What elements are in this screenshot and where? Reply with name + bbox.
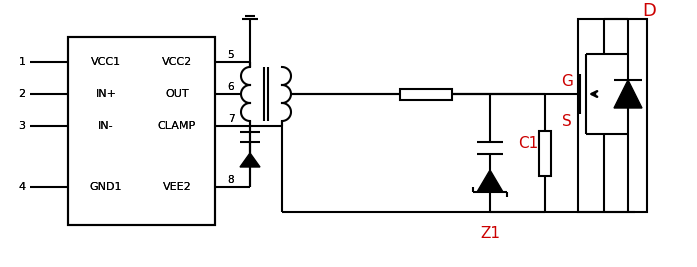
Text: VCC1: VCC1 bbox=[91, 57, 121, 67]
Polygon shape bbox=[477, 170, 503, 192]
Text: 7: 7 bbox=[228, 114, 234, 124]
Text: GND1: GND1 bbox=[90, 182, 122, 192]
Text: G: G bbox=[561, 74, 573, 89]
Bar bbox=[68, 37, 215, 225]
Text: VEE2: VEE2 bbox=[162, 182, 192, 192]
Text: 2: 2 bbox=[18, 89, 26, 99]
Text: 6: 6 bbox=[228, 82, 234, 92]
Text: D: D bbox=[642, 2, 656, 20]
Text: 4: 4 bbox=[18, 182, 26, 192]
Text: Z1: Z1 bbox=[480, 226, 500, 241]
Text: VEE2: VEE2 bbox=[162, 182, 192, 192]
Text: OUT: OUT bbox=[165, 89, 189, 99]
Text: IN-: IN- bbox=[98, 121, 114, 131]
Bar bbox=[69, 38, 214, 224]
Text: CLAMP: CLAMP bbox=[158, 121, 196, 131]
Text: S: S bbox=[562, 115, 572, 129]
Bar bbox=[539, 131, 551, 175]
Text: VCC1: VCC1 bbox=[91, 57, 121, 67]
Text: 8: 8 bbox=[228, 175, 234, 185]
Text: 6: 6 bbox=[228, 82, 234, 92]
Text: 3: 3 bbox=[19, 121, 26, 131]
Text: 5: 5 bbox=[228, 50, 234, 60]
Text: 7: 7 bbox=[228, 114, 234, 124]
Text: C10: C10 bbox=[518, 135, 548, 151]
Bar bbox=[578, 19, 647, 212]
Text: 1: 1 bbox=[19, 57, 26, 67]
Polygon shape bbox=[240, 153, 260, 167]
Text: IN+: IN+ bbox=[95, 89, 116, 99]
Text: 2: 2 bbox=[18, 89, 26, 99]
Text: CLAMP: CLAMP bbox=[158, 121, 196, 131]
Text: 8: 8 bbox=[228, 175, 234, 185]
Text: IN+: IN+ bbox=[95, 89, 116, 99]
Text: 5: 5 bbox=[228, 50, 234, 60]
Text: 1: 1 bbox=[19, 57, 26, 67]
Text: GND1: GND1 bbox=[90, 182, 122, 192]
Text: OUT: OUT bbox=[165, 89, 189, 99]
Bar bbox=[68, 37, 215, 225]
Polygon shape bbox=[614, 80, 642, 108]
Text: VCC2: VCC2 bbox=[162, 57, 192, 67]
Text: IN-: IN- bbox=[98, 121, 114, 131]
Bar bbox=[400, 88, 452, 100]
Text: 4: 4 bbox=[18, 182, 26, 192]
Text: 3: 3 bbox=[19, 121, 26, 131]
Text: VCC2: VCC2 bbox=[162, 57, 192, 67]
